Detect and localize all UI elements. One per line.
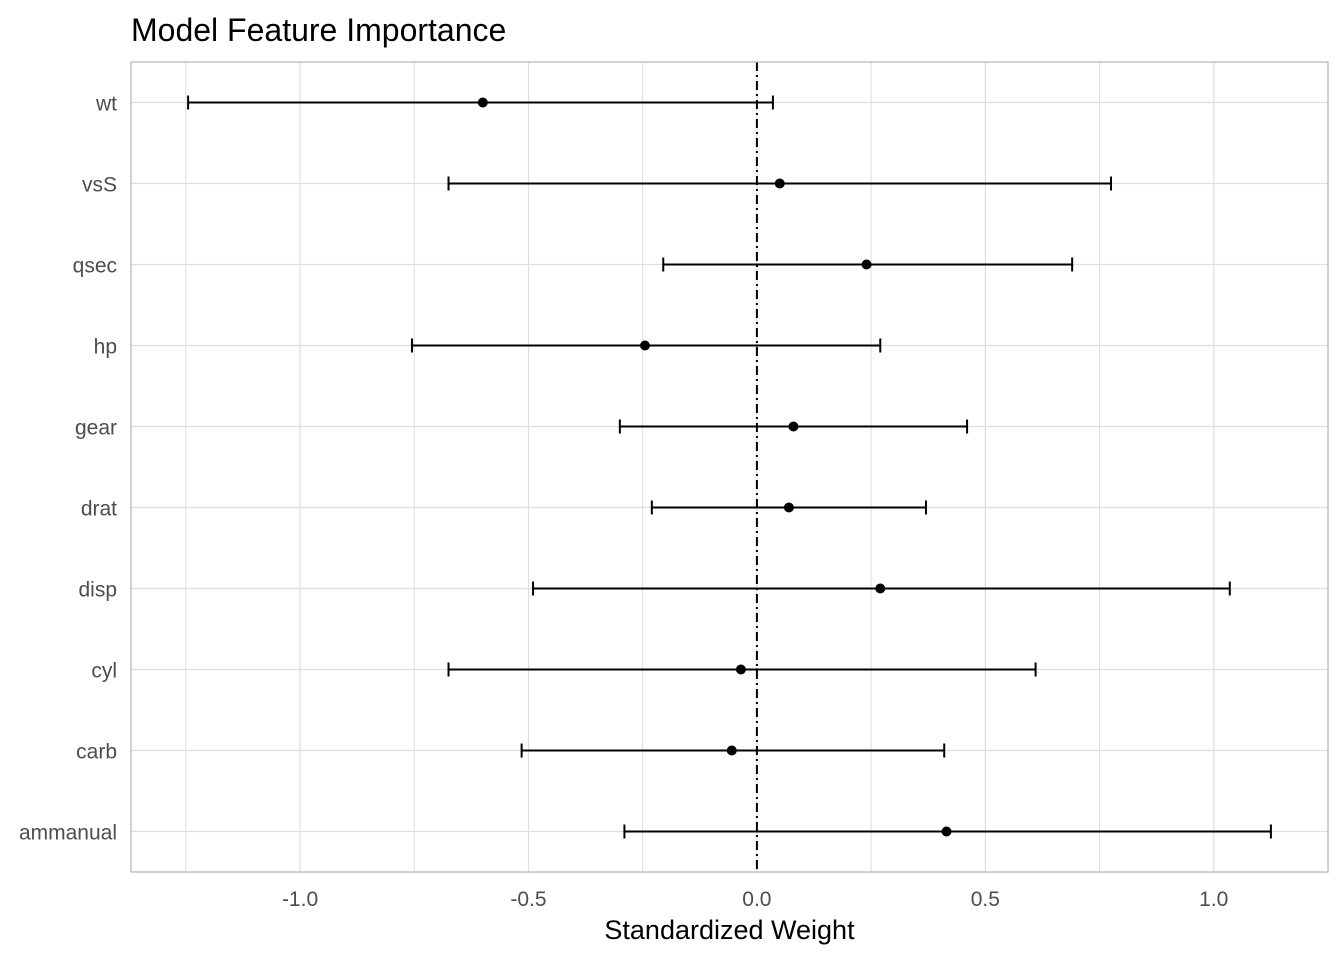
point-disp: [875, 583, 886, 594]
chart-title: Model Feature Importance: [131, 12, 506, 48]
y-tick-label-cyl: cyl: [91, 660, 117, 683]
y-tick-label-carb: carb: [76, 741, 117, 764]
x-axis-tick-labels: -1.0 -0.5 0.0 0.5 1.0: [282, 888, 1228, 911]
x-tick-label: -0.5: [510, 888, 546, 911]
y-tick-label-disp: disp: [78, 579, 117, 602]
point-hp: [639, 340, 650, 351]
x-tick-label: -1.0: [282, 888, 318, 911]
x-axis-title: Standardized Weight: [604, 915, 855, 945]
points-layer: [477, 97, 952, 837]
point-vsS: [774, 178, 785, 189]
x-tick-label: 1.0: [1199, 888, 1228, 911]
error-bars-layer: [187, 95, 1272, 839]
y-tick-label-drat: drat: [81, 498, 117, 521]
point-carb: [726, 745, 737, 756]
point-gear: [788, 421, 799, 432]
y-tick-label-ammanual: ammanual: [19, 822, 117, 845]
y-tick-label-gear: gear: [75, 417, 117, 440]
panel-border: [130, 61, 1329, 873]
y-tick-label-hp: hp: [94, 336, 117, 359]
point-cyl: [735, 664, 746, 675]
y-axis-tick-labels: wt vsS qsec hp gear drat disp cyl carb ammanual: [19, 93, 117, 845]
y-tick-label-wt: wt: [95, 93, 117, 116]
point-qsec: [861, 259, 872, 270]
point-drat: [783, 502, 794, 513]
x-tick-label: 0.0: [742, 888, 771, 911]
point-ammanual: [941, 826, 952, 837]
y-tick-label-vsS: vsS: [82, 174, 117, 197]
y-tick-label-qsec: qsec: [73, 255, 117, 278]
x-tick-label: 0.5: [971, 888, 1000, 911]
point-wt: [477, 97, 488, 108]
